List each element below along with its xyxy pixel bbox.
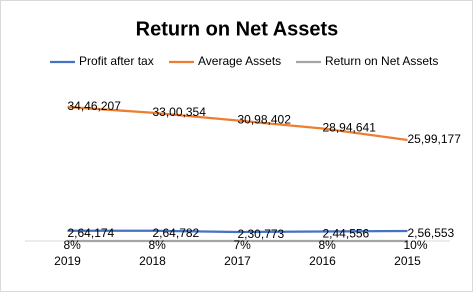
data-label: 2,30,773 <box>238 227 285 241</box>
legend-label: Average Assets <box>198 54 281 68</box>
data-label: 2,64,782 <box>153 226 200 240</box>
data-label: 34,46,207 <box>68 99 122 113</box>
data-label: 2,44,556 <box>323 227 370 241</box>
x-tick-label: 2016 <box>309 254 336 268</box>
x-tick-label: 2017 <box>224 254 251 268</box>
chart-title: Return on Net Assets <box>136 18 339 40</box>
data-label: 8% <box>319 238 337 252</box>
x-tick-label: 2019 <box>54 254 81 268</box>
data-label: 10% <box>404 238 428 252</box>
legend-label: Profit after tax <box>79 54 154 68</box>
data-label: 7% <box>234 238 252 252</box>
data-label: 8% <box>149 238 167 252</box>
data-label: 30,98,402 <box>238 113 292 127</box>
x-tick-label: 2018 <box>139 254 166 268</box>
data-label: 28,94,641 <box>323 121 377 135</box>
data-label: 8% <box>64 238 82 252</box>
series-line <box>67 229 408 234</box>
data-label: 33,00,354 <box>153 105 207 119</box>
data-label: 25,99,177 <box>408 132 462 146</box>
data-label: 2,64,174 <box>68 226 115 240</box>
legend-label: Return on Net Assets <box>325 54 438 68</box>
series-line <box>67 105 408 142</box>
data-label: 2,56,553 <box>408 226 455 240</box>
x-tick-label: 2015 <box>394 254 421 268</box>
